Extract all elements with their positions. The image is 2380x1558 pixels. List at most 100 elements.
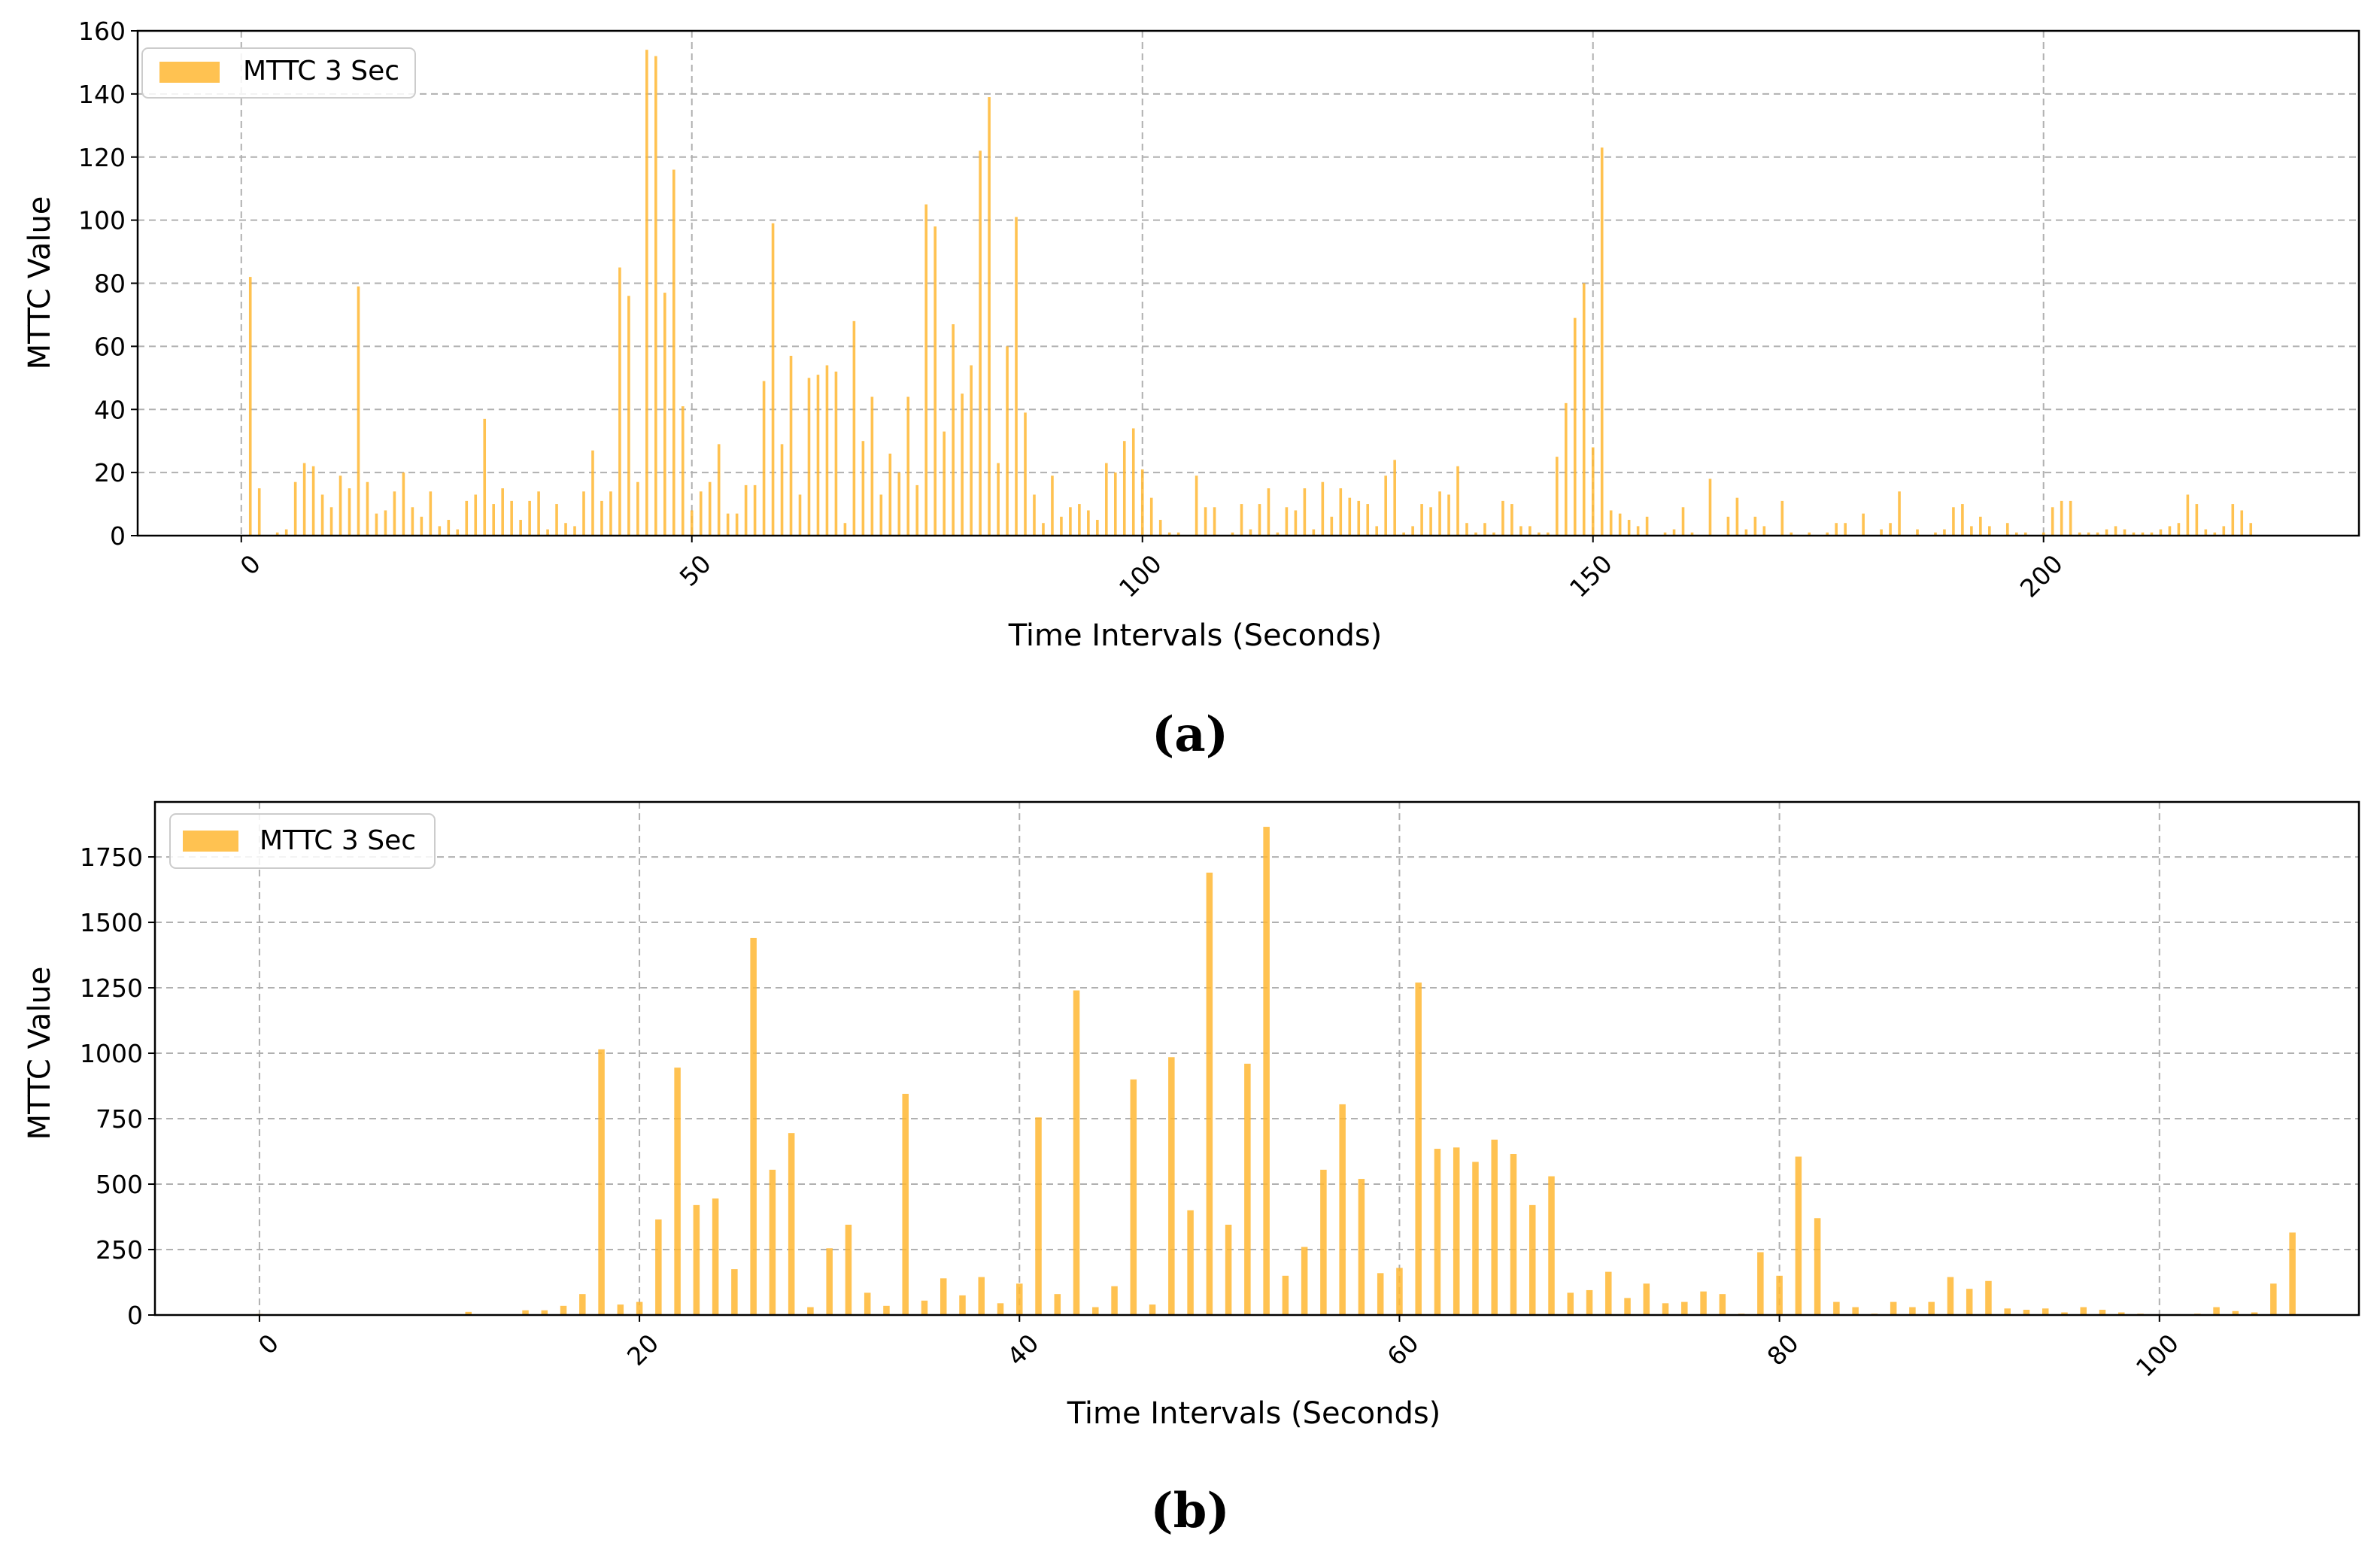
- bar: [1795, 1156, 1802, 1315]
- bar: [2099, 1310, 2106, 1315]
- bar: [366, 481, 369, 536]
- bar: [257, 488, 261, 536]
- bar: [384, 510, 387, 536]
- bar: [762, 381, 766, 536]
- bar: [1294, 510, 1298, 536]
- bar: [2222, 526, 2226, 536]
- y-ticks-a: 0 20 40 60 80 100 120 140 160: [78, 17, 138, 551]
- bar: [2023, 1310, 2030, 1315]
- bar: [284, 529, 288, 536]
- x-axis-label-a: Time Intervals (Seconds): [1008, 618, 1383, 653]
- y-tick-label: 60: [94, 332, 126, 361]
- bar: [1167, 532, 1171, 536]
- bar: [1016, 1283, 1023, 1315]
- bar: [1060, 516, 1063, 536]
- bar: [1762, 526, 1766, 536]
- bar: [320, 494, 324, 536]
- bar: [1434, 1149, 1441, 1315]
- bar: [1402, 532, 1405, 536]
- bar: [2168, 526, 2172, 536]
- bar: [735, 513, 739, 536]
- bar: [1312, 529, 1316, 536]
- x-ticks-b: 0 20 40 60 80 100: [253, 1315, 2184, 1383]
- bar: [411, 507, 414, 536]
- bar: [2004, 1308, 2011, 1315]
- y-tick-label: 160: [78, 17, 126, 46]
- bar: [1979, 516, 1982, 536]
- bar: [311, 466, 315, 536]
- bar: [1111, 1286, 1118, 1315]
- bar: [952, 324, 955, 536]
- bar: [1357, 500, 1361, 536]
- bar: [537, 491, 540, 536]
- bar: [1176, 532, 1180, 536]
- bar: [997, 1303, 1004, 1315]
- bar: [1206, 872, 1213, 1315]
- bar: [2159, 529, 2163, 536]
- plot-frame-b: [153, 800, 2360, 1317]
- bar: [1744, 529, 1748, 536]
- bar: [1078, 504, 1081, 536]
- bar: [1726, 516, 1730, 536]
- bar: [1600, 147, 1604, 536]
- bar: [2080, 1307, 2087, 1315]
- bar: [1140, 469, 1144, 536]
- x-tick-label: 20: [621, 1329, 664, 1371]
- bar: [1947, 1277, 1954, 1315]
- bar: [1681, 507, 1685, 536]
- bar: [816, 375, 820, 536]
- bar: [555, 504, 558, 536]
- bar: [1358, 1179, 1365, 1315]
- bar: [915, 484, 919, 536]
- y-tick-label: 80: [94, 269, 126, 299]
- bar: [1474, 532, 1477, 536]
- bar: [1757, 1252, 1764, 1315]
- bar: [1447, 494, 1450, 536]
- bar: [2213, 1307, 2220, 1315]
- bar: [1491, 1139, 1498, 1315]
- bar: [1943, 529, 1946, 536]
- bar: [943, 431, 946, 536]
- bar: [988, 97, 991, 536]
- bar: [636, 481, 639, 536]
- bar: [1790, 532, 1793, 536]
- bar: [807, 1307, 814, 1315]
- bar: [1988, 526, 1991, 536]
- chart-panel-a: 0 20 40 60 80 100 120 140 160 0 50 100 150 200 MTTC …: [23, 17, 2360, 763]
- bar: [726, 513, 730, 536]
- x-tick-label: 100: [2130, 1329, 2184, 1383]
- bar: [712, 1198, 719, 1315]
- bar: [2078, 532, 2081, 536]
- bar: [1586, 1289, 1593, 1315]
- bar: [1456, 466, 1459, 536]
- bar: [789, 355, 793, 536]
- bar: [1492, 532, 1495, 536]
- bar: [2150, 532, 2154, 536]
- bar: [609, 491, 612, 536]
- bar: [1573, 317, 1577, 536]
- bar: [1501, 500, 1504, 536]
- bar: [699, 491, 703, 536]
- bar: [2240, 510, 2244, 536]
- bar: [870, 396, 874, 536]
- bar: [1429, 507, 1432, 536]
- bar: [1663, 532, 1667, 536]
- bar: [2061, 1312, 2068, 1315]
- bar: [861, 441, 865, 536]
- bar: [2118, 1312, 2125, 1315]
- bar: [1438, 491, 1441, 536]
- bar: [1966, 1289, 1973, 1315]
- bar: [1231, 532, 1234, 536]
- bar: [1158, 520, 1162, 536]
- x-tick-label: 150: [1564, 549, 1618, 603]
- bar: [1411, 526, 1414, 536]
- bar: [1149, 1304, 1156, 1315]
- bar: [1510, 1154, 1517, 1315]
- bar: [275, 532, 279, 536]
- bar: [1042, 523, 1045, 536]
- bar: [1087, 510, 1090, 536]
- bar: [1131, 428, 1135, 536]
- bar: [2042, 1308, 2049, 1315]
- x-tick-label: 50: [674, 549, 717, 592]
- bar: [2042, 532, 2045, 536]
